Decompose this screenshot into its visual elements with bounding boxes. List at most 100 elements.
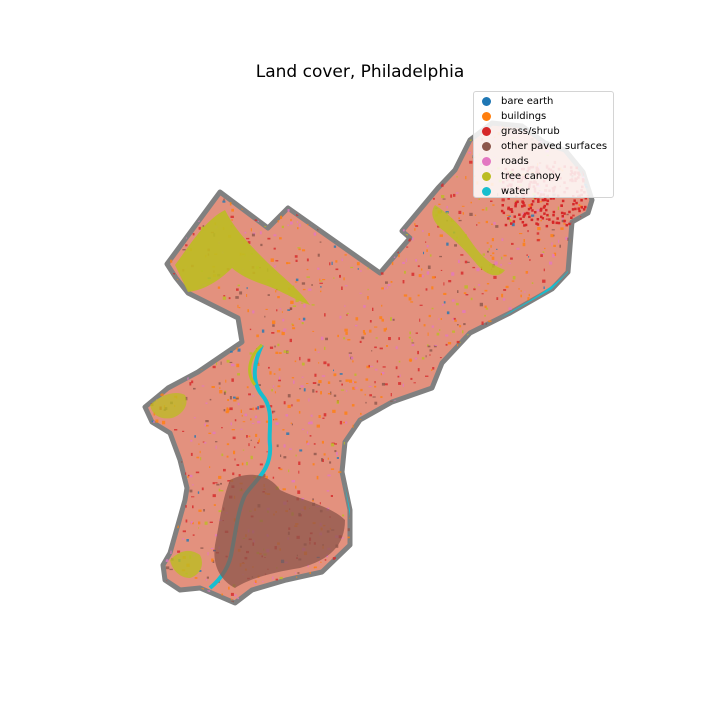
land-cover-patch <box>574 341 577 344</box>
land-cover-patch <box>153 350 156 352</box>
land-cover-patch <box>166 379 168 381</box>
legend: bare earth buildings grass/shrub other pave… <box>473 91 614 198</box>
land-cover-patch <box>573 384 577 388</box>
land-cover-patch <box>382 412 385 416</box>
land-cover-patch <box>435 465 439 469</box>
land-cover-patch <box>458 219 462 222</box>
land-cover-patch <box>403 440 406 444</box>
land-cover-patch <box>274 345 276 348</box>
land-cover-patch <box>398 254 400 258</box>
land-cover-patch <box>307 223 309 226</box>
land-cover-patch <box>540 463 542 467</box>
land-cover-patch <box>265 420 269 423</box>
land-cover-patch <box>404 485 408 489</box>
land-cover-patch <box>250 418 252 421</box>
land-cover-patch <box>374 600 376 603</box>
land-cover-patch <box>470 297 473 301</box>
land-cover-patch <box>500 256 503 260</box>
land-cover-patch <box>574 595 578 597</box>
land-cover-patch <box>357 139 361 142</box>
land-cover-patch <box>431 325 434 328</box>
land-cover-patch <box>518 326 521 330</box>
land-cover-patch <box>541 408 545 412</box>
land-cover-patch <box>518 568 522 572</box>
land-cover-patch <box>514 499 517 503</box>
land-cover-patch <box>349 485 351 487</box>
land-cover-patch <box>417 294 420 297</box>
land-cover-patch <box>320 336 324 341</box>
land-cover-patch <box>437 225 440 228</box>
land-cover-patch <box>407 154 410 157</box>
land-cover-patch <box>343 587 346 591</box>
land-cover-patch <box>556 406 558 410</box>
land-cover-patch <box>192 505 194 509</box>
land-cover-patch <box>247 133 251 137</box>
land-cover-patch <box>530 218 534 222</box>
land-cover-patch <box>358 162 361 164</box>
land-cover-patch <box>190 521 193 523</box>
land-cover-patch <box>455 511 457 513</box>
land-cover-patch <box>486 459 489 463</box>
land-cover-patch <box>439 255 442 258</box>
land-cover-patch <box>208 151 212 155</box>
land-cover-patch <box>530 389 533 394</box>
land-cover-patch <box>444 452 447 457</box>
land-cover-patch <box>158 220 161 223</box>
land-cover-patch <box>360 442 363 446</box>
land-cover-patch <box>366 492 369 495</box>
land-cover-patch <box>484 305 487 308</box>
land-cover-patch <box>262 123 264 125</box>
land-cover-patch <box>470 201 472 204</box>
land-cover-patch <box>561 478 565 480</box>
land-cover-patch <box>351 483 355 486</box>
land-cover-patch <box>198 331 200 334</box>
land-cover-patch <box>154 484 155 488</box>
land-cover-patch <box>530 414 533 416</box>
land-cover-patch <box>394 423 397 426</box>
land-cover-patch <box>421 151 424 153</box>
land-cover-patch <box>493 571 494 574</box>
land-cover-patch <box>452 528 456 531</box>
land-cover-patch <box>581 349 583 351</box>
land-cover-patch <box>336 457 339 459</box>
land-cover-patch <box>352 424 354 428</box>
land-cover-patch <box>394 135 398 139</box>
legend-item: bare earth <box>482 94 613 109</box>
land-cover-patch <box>536 218 540 221</box>
land-cover-patch <box>276 309 278 312</box>
land-cover-patch <box>506 591 509 594</box>
land-cover-patch <box>411 339 413 342</box>
land-cover-patch <box>563 222 566 225</box>
land-cover-patch <box>413 502 417 506</box>
land-cover-patch <box>400 472 404 475</box>
land-cover-patch <box>311 214 314 216</box>
land-cover-patch <box>155 390 157 394</box>
land-cover-patch <box>319 502 321 505</box>
land-cover-patch <box>572 429 575 432</box>
land-cover-patch <box>145 607 148 609</box>
land-cover-patch <box>143 316 144 317</box>
land-cover-patch <box>187 298 190 301</box>
land-cover-patch <box>458 559 461 564</box>
land-cover-patch <box>194 324 197 326</box>
land-cover-patch <box>574 421 576 424</box>
land-cover-patch <box>329 262 331 266</box>
land-cover-patch <box>176 149 180 152</box>
land-cover-patch <box>407 155 410 158</box>
land-cover-patch <box>451 272 455 276</box>
land-cover-patch <box>522 242 526 247</box>
land-cover-patch <box>293 203 297 206</box>
land-cover-patch <box>156 536 158 540</box>
land-cover-patch <box>566 459 570 461</box>
land-cover-patch <box>307 589 310 591</box>
land-cover-patch <box>400 606 404 607</box>
land-cover-patch <box>367 296 369 300</box>
land-cover-patch <box>196 603 198 604</box>
land-cover-patch <box>303 388 306 392</box>
land-cover-patch <box>319 224 322 226</box>
land-cover-patch <box>429 354 431 356</box>
land-cover-patch <box>237 304 239 308</box>
land-cover-patch <box>218 488 221 492</box>
land-cover-patch <box>578 204 581 207</box>
land-cover-patch <box>496 459 501 462</box>
